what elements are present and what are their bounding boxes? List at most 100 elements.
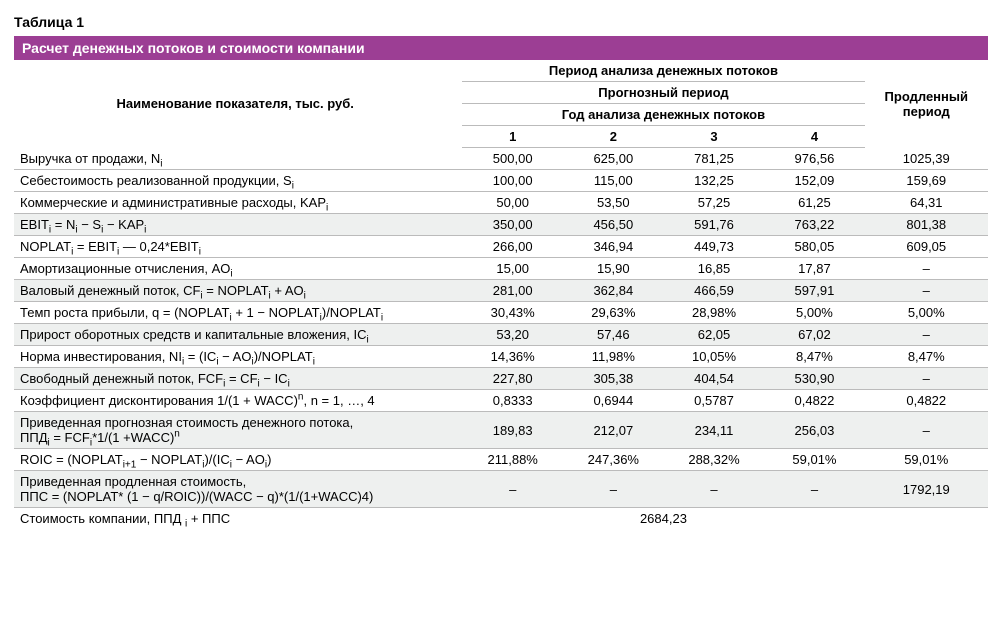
table-row: Амортизационные отчисления, AOi15,0015,9… [14,258,988,280]
cell-year-3: 288,32% [664,449,765,471]
cell-year-4: 17,87 [764,258,864,280]
row-label: Валовый денежный поток, CFi = NOPLATi + … [14,280,462,302]
col-period-group: Период анализа денежных потоков [462,60,864,82]
col-forecast-group: Прогнозный период [462,82,864,104]
col-extended-header: Продленный период [865,60,988,148]
cell-year-4: 580,05 [764,236,864,258]
cell-extended: 1025,39 [865,148,988,170]
table-title-bar: Расчет денежных потоков и стоимости комп… [14,36,988,60]
financial-table: Наименование показателя, тыс. руб. Перио… [14,60,988,529]
cell-year-1: – [462,471,563,508]
cell-extended: 8,47% [865,346,988,368]
cell-year-3: 0,5787 [664,390,765,412]
row-label: Выручка от продажи, Ni [14,148,462,170]
table-row: EBITi = Ni − Si − KAPi350,00456,50591,76… [14,214,988,236]
table-row: Темп роста прибыли, q = (NOPLATi + 1 − N… [14,302,988,324]
cell-year-2: 625,00 [563,148,664,170]
cell-year-1: 30,43% [462,302,563,324]
cell-year-2: 212,07 [563,412,664,449]
col-year-4: 4 [764,126,864,148]
cell-year-2: 15,90 [563,258,664,280]
cell-extended: 64,31 [865,192,988,214]
table-row: Себестоимость реализованной продукции, S… [14,170,988,192]
row-label: Себестоимость реализованной продукции, S… [14,170,462,192]
row-label: Приведенная прогнозная стоимость денежно… [14,412,462,449]
cell-extended: 801,38 [865,214,988,236]
row-label: Норма инвестирования, NIi = (ICi − AOi)/… [14,346,462,368]
col-year-1: 1 [462,126,563,148]
cell-year-1: 0,8333 [462,390,563,412]
cell-year-1: 350,00 [462,214,563,236]
table-row-total: Стоимость компании, ППД i + ППС2684,23 [14,508,988,530]
cell-year-2: 29,63% [563,302,664,324]
cell-year-2: 57,46 [563,324,664,346]
cell-year-4: 152,09 [764,170,864,192]
cell-year-2: 305,38 [563,368,664,390]
cell-year-1: 53,20 [462,324,563,346]
cell-year-3: 449,73 [664,236,765,258]
cell-extended [865,508,988,530]
cell-year-3: 234,11 [664,412,765,449]
cell-year-3: 57,25 [664,192,765,214]
row-label: Приведенная продленная стоимость,ППС = (… [14,471,462,508]
cell-year-3: 404,54 [664,368,765,390]
cell-year-4: 256,03 [764,412,864,449]
row-label: Свободный денежный поток, FCFi = CFi − I… [14,368,462,390]
cell-year-2: 456,50 [563,214,664,236]
row-label: Прирост оборотных средств и капитальные … [14,324,462,346]
col-year-3: 3 [664,126,765,148]
cell-year-2: 346,94 [563,236,664,258]
cell-extended: 5,00% [865,302,988,324]
table-head: Наименование показателя, тыс. руб. Перио… [14,60,988,148]
table-row: Свободный денежный поток, FCFi = CFi − I… [14,368,988,390]
cell-year-4: 59,01% [764,449,864,471]
cell-year-1: 227,80 [462,368,563,390]
cell-extended: 159,69 [865,170,988,192]
col-year-2: 2 [563,126,664,148]
table-row: Приведенная продленная стоимость,ППС = (… [14,471,988,508]
cell-extended: 0,4822 [865,390,988,412]
table-row: Норма инвестирования, NIi = (ICi − AOi)/… [14,346,988,368]
cell-year-3: 16,85 [664,258,765,280]
table-body: Выручка от продажи, Ni500,00625,00781,25… [14,148,988,530]
row-label: ROIC = (NOPLATi+1 − NOPLATi)/(ICi − AOi) [14,449,462,471]
row-label: Стоимость компании, ППД i + ППС [14,508,462,530]
table-row: Валовый денежный поток, CFi = NOPLATi + … [14,280,988,302]
cell-year-2: 0,6944 [563,390,664,412]
cell-extended: 59,01% [865,449,988,471]
col-year-group: Год анализа денежных потоков [462,104,864,126]
cell-year-1: 500,00 [462,148,563,170]
table-row: Приведенная прогнозная стоимость денежно… [14,412,988,449]
cell-year-4: 763,22 [764,214,864,236]
table-row: Коэффициент дисконтирования 1/(1 + WACC)… [14,390,988,412]
cell-year-4: 0,4822 [764,390,864,412]
cell-extended: 1792,19 [865,471,988,508]
cell-year-3: 10,05% [664,346,765,368]
cell-year-2: 247,36% [563,449,664,471]
cell-year-2: 53,50 [563,192,664,214]
cell-year-2: – [563,471,664,508]
cell-year-4: 976,56 [764,148,864,170]
row-label: EBITi = Ni − Si − KAPi [14,214,462,236]
table-row: Коммерческие и административные расходы,… [14,192,988,214]
cell-year-1: 50,00 [462,192,563,214]
cell-year-4: 67,02 [764,324,864,346]
cell-year-4: 530,90 [764,368,864,390]
cell-year-1: 14,36% [462,346,563,368]
cell-year-3: 781,25 [664,148,765,170]
cell-year-3: – [664,471,765,508]
cell-year-2: 11,98% [563,346,664,368]
cell-year-3: 591,76 [664,214,765,236]
cell-year-3: 466,59 [664,280,765,302]
cell-year-1: 281,00 [462,280,563,302]
cell-year-1: 266,00 [462,236,563,258]
cell-year-3: 62,05 [664,324,765,346]
cell-year-3: 132,25 [664,170,765,192]
cell-year-4: – [764,471,864,508]
cell-year-4: 597,91 [764,280,864,302]
row-label: Коэффициент дисконтирования 1/(1 + WACC)… [14,390,462,412]
row-label: NOPLATi = EBITi — 0,24*EBITi [14,236,462,258]
cell-extended: 609,05 [865,236,988,258]
cell-year-2: 362,84 [563,280,664,302]
cell-year-4: 8,47% [764,346,864,368]
